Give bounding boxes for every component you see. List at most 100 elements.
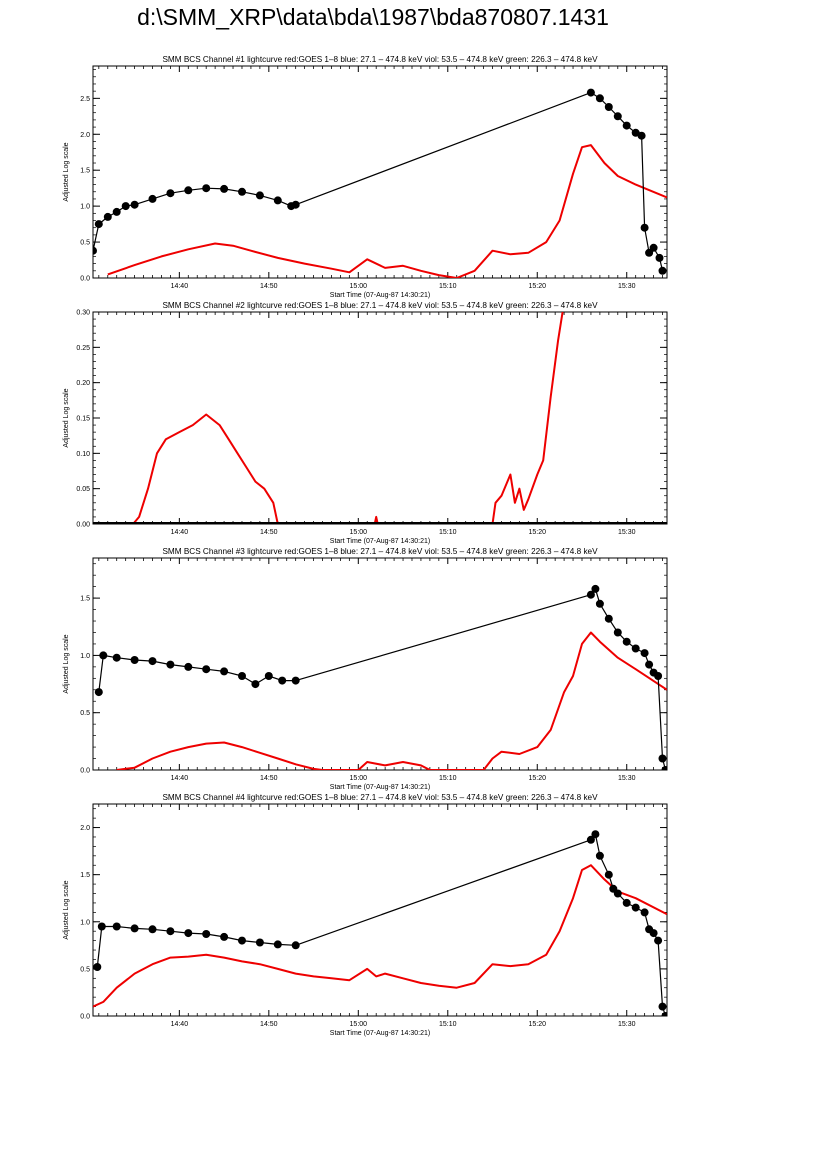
y-tick-label: 1.5 — [80, 168, 90, 175]
x-tick-label: 15:10 — [439, 529, 457, 536]
y-axis-label: Adjusted Log scale — [63, 880, 70, 939]
bcs-data-point — [604, 103, 613, 111]
bcs-data-point — [238, 936, 246, 945]
y-tick-label: 2.5 — [80, 96, 90, 103]
bcs-data-point — [202, 665, 211, 674]
plot-area — [93, 312, 667, 524]
y-tick-label: 0.00 — [76, 522, 90, 529]
plot-area — [93, 88, 667, 278]
plot-frame — [92, 311, 668, 525]
bcs-data-point — [112, 922, 121, 931]
bcs-data-point — [166, 660, 175, 669]
y-tick-label: 0.25 — [76, 345, 90, 352]
bcs-data-point — [649, 243, 658, 252]
chart-title: SMM BCS Channel #1 lightcurve red:GOES 1… — [162, 55, 598, 64]
goes-line — [132, 312, 564, 524]
bcs-data-point — [661, 766, 667, 770]
x-tick-label: 14:50 — [260, 775, 278, 782]
x-tick-label: 14:40 — [171, 1021, 189, 1028]
y-tick-label: 1.0 — [80, 653, 90, 660]
y-tick-label: 1.5 — [80, 872, 90, 879]
bcs-data-point — [112, 207, 121, 216]
bcs-data-point — [640, 908, 649, 917]
y-axis-label: Adjusted Log scale — [63, 388, 70, 447]
bcs-data-point — [291, 941, 300, 950]
bcs-data-point — [631, 903, 640, 912]
bcs-data-point — [291, 676, 300, 685]
x-tick-label: 14:50 — [260, 1021, 278, 1028]
bcs-data-point — [97, 922, 106, 931]
bcs-data-point — [655, 253, 664, 262]
goes-line — [107, 144, 667, 278]
page-title: d:\SMM_XRP\data\bda\1987\bda870807.1431 — [137, 4, 609, 30]
x-tick-label: 15:20 — [528, 283, 546, 290]
y-tick-label: 1.0 — [80, 919, 90, 926]
bcs-data-point — [278, 676, 287, 685]
chart-title: SMM BCS Channel #3 lightcurve red:GOES 1… — [162, 547, 598, 556]
x-tick-label: 14:40 — [171, 529, 189, 536]
bcs-data-point — [94, 220, 103, 229]
bcs-data-point — [595, 599, 604, 608]
bcs-data-point — [220, 667, 229, 676]
bcs-data-point — [202, 184, 211, 193]
x-tick-label: 15:30 — [618, 283, 636, 290]
bcs-data-point — [220, 184, 229, 193]
plot-area — [94, 584, 667, 770]
bcs-data-point — [658, 266, 667, 275]
bcs-data-point — [184, 929, 193, 938]
bcs-data-point — [613, 628, 622, 637]
chart-panel-3: SMM BCS Channel #3 lightcurve red:GOES 1… — [63, 547, 668, 791]
bcs-data-point — [255, 191, 264, 200]
y-tick-label: 0.20 — [76, 380, 90, 387]
y-tick-label: 2.0 — [80, 825, 90, 832]
bcs-data-point — [251, 680, 260, 689]
x-tick-label: 15:10 — [439, 1021, 457, 1028]
bcs-data-point — [622, 121, 631, 130]
x-tick-label: 15:20 — [528, 529, 546, 536]
x-tick-label: 15:20 — [528, 775, 546, 782]
bcs-data-point — [238, 672, 246, 680]
chart-panel-2: SMM BCS Channel #2 lightcurve red:GOES 1… — [63, 301, 668, 545]
bcs-data-point — [238, 187, 246, 196]
x-tick-label: 14:50 — [260, 529, 278, 536]
bcs-data-point — [255, 938, 264, 947]
bcs-data-point — [184, 186, 193, 195]
bcs-data-point — [202, 930, 211, 938]
bcs-data-point — [622, 898, 631, 907]
y-axis-label: Adjusted Log scale — [63, 142, 70, 201]
y-axis-label: Adjusted Log scale — [63, 634, 70, 693]
bcs-data-point — [273, 196, 282, 205]
bcs-data-point — [291, 200, 300, 209]
bcs-data-point — [148, 925, 157, 934]
x-axis-label: Start Time (07-Aug-87 14:30:21) — [330, 538, 430, 545]
y-tick-label: 0.05 — [76, 486, 90, 493]
bcs-data-point — [631, 644, 640, 653]
bcs-data-point — [94, 688, 103, 697]
bcs-data-point — [631, 128, 640, 137]
bcs-data-point — [649, 929, 658, 938]
x-tick-label: 14:40 — [171, 283, 189, 290]
y-tick-label: 2.0 — [80, 132, 90, 139]
bcs-data-point — [586, 835, 595, 844]
y-tick-label: 0.0 — [80, 276, 90, 283]
x-tick-label: 15:00 — [350, 1021, 368, 1028]
plot-area — [93, 830, 667, 1016]
y-tick-label: 1.0 — [80, 204, 90, 211]
chart-title: SMM BCS Channel #4 lightcurve red:GOES 1… — [162, 793, 598, 802]
x-tick-label: 14:40 — [171, 775, 189, 782]
bcs-data-point — [604, 614, 613, 623]
bcs-data-point — [658, 1002, 667, 1011]
y-tick-label: 0.10 — [76, 451, 90, 458]
bcs-data-point — [654, 936, 663, 945]
bcs-data-point — [654, 672, 663, 680]
bcs-data-point — [586, 88, 595, 97]
bcs-data-point — [130, 656, 139, 664]
x-tick-label: 15:20 — [528, 1021, 546, 1028]
bcs-data-point — [93, 246, 97, 255]
bcs-line — [98, 588, 667, 770]
bcs-data-point — [613, 112, 622, 121]
bcs-data-point — [658, 754, 667, 763]
chart-title: SMM BCS Channel #2 lightcurve red:GOES 1… — [162, 301, 598, 310]
x-tick-label: 15:30 — [618, 529, 636, 536]
